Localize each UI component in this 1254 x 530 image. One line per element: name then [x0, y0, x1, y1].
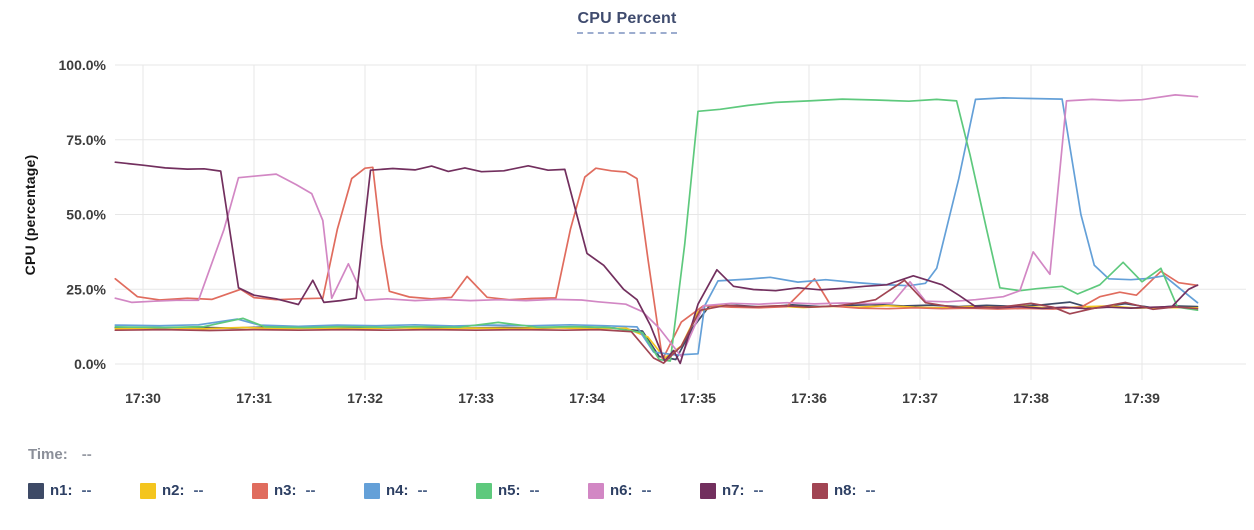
legend-value-n8: -- [865, 482, 876, 499]
y-tick-label: 50.0% [66, 207, 106, 223]
x-tick-label: 17:35 [680, 390, 716, 406]
series-line-n7 [114, 161, 1199, 365]
legend-label-n5: n5: [498, 482, 521, 499]
chart-title-wrap: CPU Percent [0, 10, 1254, 34]
legend-value-n1: -- [81, 482, 92, 499]
legend-swatch-n5 [476, 482, 492, 499]
x-tick-label: 17:33 [458, 390, 494, 406]
legend-item-n4[interactable]: n4: -- [364, 482, 476, 499]
x-tick-label: 17:31 [236, 390, 272, 406]
x-tick-label: 17:32 [347, 390, 383, 406]
legend-label-n1: n1: [50, 482, 73, 499]
time-value: -- [81, 446, 92, 463]
legend-swatch-n3 [252, 482, 268, 499]
legend-label-n8: n8: [834, 482, 857, 499]
legend-item-n6[interactable]: n6: -- [588, 482, 700, 499]
legend-item-n2[interactable]: n2: -- [140, 482, 252, 499]
series-line-n1 [114, 301, 1199, 361]
legend-item-n7[interactable]: n7: -- [700, 482, 812, 499]
legend-item-n8[interactable]: n8: -- [812, 482, 924, 499]
legend-item-n3[interactable]: n3: -- [252, 482, 364, 499]
legend-value-n2: -- [193, 482, 204, 499]
legend-value-n5: -- [529, 482, 540, 499]
legend-swatch-n2 [140, 482, 156, 499]
series-line-n8 [114, 279, 1199, 364]
y-tick-label: 75.0% [66, 132, 106, 148]
legend-swatch-n8 [812, 482, 828, 499]
legend-value-n6: -- [641, 482, 652, 499]
x-tick-label: 17:39 [1124, 390, 1160, 406]
legend-item-n5[interactable]: n5: -- [476, 482, 588, 499]
legend: n1: -- n2: -- n3: -- n4: -- n5: -- n6: -- n7: -- n8: -- [28, 482, 924, 499]
y-tick-label: 25.0% [66, 281, 106, 297]
cpu-percent-chart[interactable]: 0.0% 25.0% 50.0% 75.0% 100.0% 17:30 17:31 17:32… [0, 0, 1254, 432]
series-line-n5 [114, 98, 1199, 362]
legend-value-n3: -- [305, 482, 316, 499]
legend-swatch-n7 [700, 482, 716, 499]
series-line-n6 [114, 94, 1199, 358]
legend-label-n2: n2: [162, 482, 185, 499]
legend-swatch-n1 [28, 482, 44, 499]
legend-value-n4: -- [417, 482, 428, 499]
legend-label-n7: n7: [722, 482, 745, 499]
x-tick-label: 17:34 [569, 390, 605, 406]
time-label: Time: [28, 446, 68, 463]
x-tick-label: 17:38 [1013, 390, 1049, 406]
x-tick-label: 17:37 [902, 390, 938, 406]
x-tick-label: 17:30 [125, 390, 161, 406]
legend-label-n4: n4: [386, 482, 409, 499]
legend-item-n1[interactable]: n1: -- [28, 482, 140, 499]
x-tick-label: 17:36 [791, 390, 827, 406]
series-line-n3 [114, 166, 1199, 361]
legend-label-n6: n6: [610, 482, 633, 499]
y-tick-label: 100.0% [59, 57, 107, 73]
legend-swatch-n4 [364, 482, 380, 499]
legend-value-n7: -- [753, 482, 764, 499]
legend-label-n3: n3: [274, 482, 297, 499]
time-readout: Time: -- [28, 446, 92, 463]
y-tick-label: 0.0% [74, 356, 106, 372]
chart-title[interactable]: CPU Percent [577, 10, 677, 34]
series-line-n4 [114, 97, 1199, 356]
legend-swatch-n6 [588, 482, 604, 499]
